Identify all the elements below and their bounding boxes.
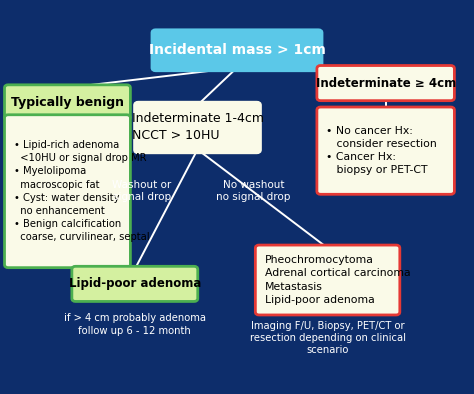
Text: Lipid-poor adenoma: Lipid-poor adenoma: [69, 277, 201, 290]
FancyBboxPatch shape: [255, 245, 400, 315]
Text: Washout or
signal drop: Washout or signal drop: [112, 180, 172, 203]
Text: Typically benign: Typically benign: [11, 96, 124, 109]
FancyBboxPatch shape: [72, 266, 198, 301]
FancyBboxPatch shape: [152, 30, 322, 71]
Text: • Lipid-rich adenoma
  <10HU or signal drop MR
• Myelolipoma
  macroscopic fat
•: • Lipid-rich adenoma <10HU or signal dro…: [14, 140, 149, 242]
Text: • No cancer Hx:
   consider resection
• Cancer Hx:
   biopsy or PET-CT: • No cancer Hx: consider resection • Can…: [326, 126, 437, 175]
FancyBboxPatch shape: [5, 85, 130, 120]
FancyBboxPatch shape: [135, 102, 260, 153]
Text: Incidental mass > 1cm: Incidental mass > 1cm: [148, 43, 326, 57]
Text: Indeterminate ≥ 4cm: Indeterminate ≥ 4cm: [316, 76, 456, 89]
Text: Pheochromocytoma
Adrenal cortical carcinoma
Metastasis
Lipid-poor adenoma: Pheochromocytoma Adrenal cortical carcin…: [264, 255, 410, 305]
FancyBboxPatch shape: [5, 115, 130, 268]
Text: Indeterminate 1-4cm
NCCT > 10HU: Indeterminate 1-4cm NCCT > 10HU: [131, 113, 264, 143]
Text: No washout
no signal drop: No washout no signal drop: [216, 180, 291, 203]
Text: if > 4 cm probably adenoma
follow up 6 - 12 month: if > 4 cm probably adenoma follow up 6 -…: [64, 313, 206, 336]
FancyBboxPatch shape: [317, 65, 455, 100]
FancyBboxPatch shape: [317, 107, 455, 194]
Text: Imaging F/U, Biopsy, PET/CT or
resection depending on clinical
scenario: Imaging F/U, Biopsy, PET/CT or resection…: [250, 321, 406, 355]
